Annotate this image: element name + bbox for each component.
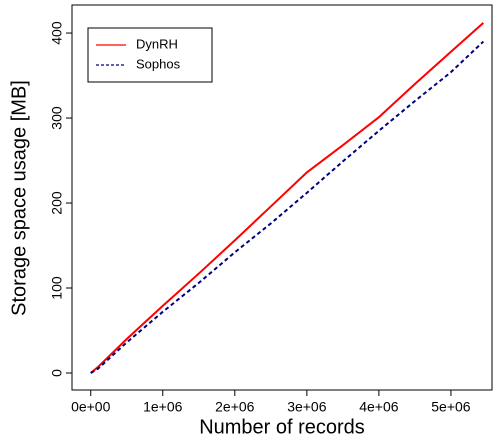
legend-label: DynRH	[136, 36, 178, 51]
series-line	[90, 40, 485, 374]
x-tick-label: 1e+06	[143, 399, 183, 415]
plot-box	[71, 4, 493, 391]
x-tick-label: 5e+06	[431, 399, 471, 415]
x-tick-label: 4e+06	[359, 399, 399, 415]
y-tick-label: 200	[49, 191, 65, 215]
legend-box	[87, 27, 213, 83]
y-tick-label: 0	[49, 369, 65, 377]
x-tick-label: 2e+06	[215, 399, 255, 415]
x-tick-label: 3e+06	[287, 399, 327, 415]
y-tick-label: 400	[49, 21, 65, 45]
x-tick-label: 0e+00	[71, 399, 111, 415]
x-axis-title: Number of records	[199, 416, 365, 438]
legend-label: Sophos	[136, 56, 181, 71]
y-axis-title: Storage space usage [MB]	[8, 80, 30, 316]
y-tick-label: 100	[49, 276, 65, 300]
y-tick-label: 300	[49, 106, 65, 130]
series-line	[90, 22, 485, 374]
